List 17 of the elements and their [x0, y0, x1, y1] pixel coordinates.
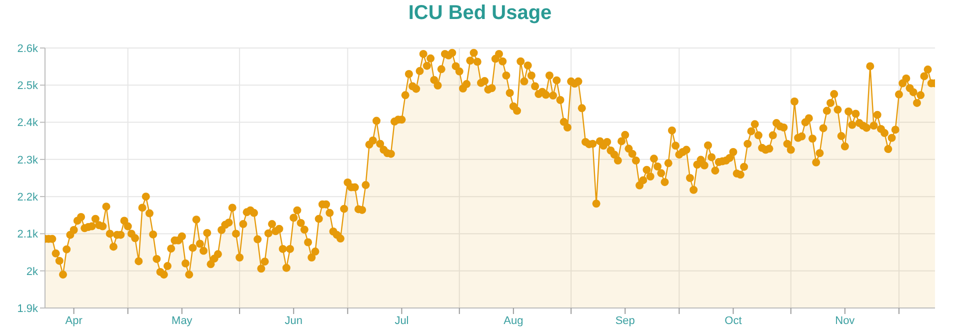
x-tick-label: Oct	[724, 314, 742, 327]
x-tick-label: Nov	[835, 314, 856, 327]
x-tick-label: May	[172, 314, 193, 327]
y-tick-label: 2.4k	[17, 117, 38, 130]
chart-title: ICU Bed Usage	[407, 1, 553, 26]
y-tick-label: 2.2k	[17, 191, 38, 204]
x-tick-label: Sep	[615, 314, 635, 327]
y-tick-label: 2.1k	[17, 228, 38, 241]
y-tick-label: 2.3k	[17, 154, 38, 166]
x-tick-label: Apr	[65, 314, 83, 327]
y-tick-label: 2.5k	[17, 80, 38, 92]
y-tick-label: 2k	[26, 266, 38, 278]
y-tick-label: 1.9k	[17, 302, 38, 315]
x-tick-label: Jun	[284, 314, 302, 327]
y-tick-label: 2.6k	[17, 42, 38, 55]
x-tick-label: Jul	[394, 314, 409, 327]
x-tick-label: Aug	[504, 314, 524, 327]
